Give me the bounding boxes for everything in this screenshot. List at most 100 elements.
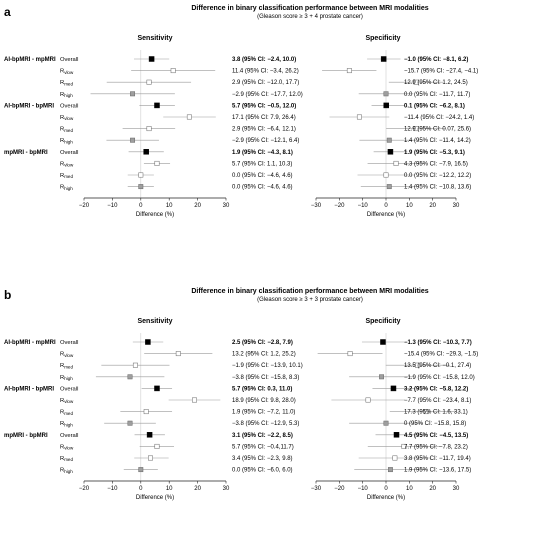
ci-text: 0.0 (95% CI: −4.6, 4.6) xyxy=(232,173,293,179)
ci-text: −15.4 (95% CI: −29.3, −1.5) xyxy=(404,352,478,358)
row-label: Rmed xyxy=(60,363,73,369)
group-label: AI-bpMRI - mpMRI xyxy=(4,340,56,346)
forest-row: 3.4 (95% CI: −2.3, 9.8) Rmed xyxy=(60,455,293,462)
x-tick-label: −20 xyxy=(334,203,345,209)
row-label: Rhigh xyxy=(60,185,73,191)
overall-marker xyxy=(383,102,389,109)
forest-row: 12.9 (95% CI: 0.07, 25.6) xyxy=(386,126,471,133)
panel-subtitle: (Gleason score ≥ 3 + 3 prostate cancer) xyxy=(257,297,363,303)
ci-text: 1.4 (95% CI: −10.8, 13.6) xyxy=(404,185,471,191)
x-tick-label: 0 xyxy=(384,486,388,492)
subgroup-marker xyxy=(392,455,398,461)
x-tick-label: −10 xyxy=(107,486,118,492)
overall-marker xyxy=(148,56,155,62)
forest-row: 4.5 (95% CI: −4.5, 13.5) xyxy=(375,432,468,439)
forest-row: 1.4 (95% CI: −11.4, 14.2) xyxy=(359,137,471,144)
ci-text: 1.9 (95% CI: −13.6, 17.5) xyxy=(404,468,471,474)
x-tick-label: 0 xyxy=(384,203,388,209)
overall-marker xyxy=(387,149,394,155)
specificity-plot: −1.3 (95% CI: −10.3, 7.7) −15.4 (95% CI: … xyxy=(311,333,478,501)
ci-text: 2.9 (95% CI: −12.0, 17.7) xyxy=(232,80,299,86)
specificity-title: Specificity xyxy=(365,318,400,325)
row-label: Overall xyxy=(60,340,78,346)
ci-text: −1.3 (95% CI: −10.3, 7.7) xyxy=(404,340,472,346)
subgroup-marker xyxy=(393,160,399,166)
forest-row: 11.4 (95% CI: −3.4, 26.2) Rvlow xyxy=(60,68,299,75)
forest-row: 18.9 (95% CI: 9.8, 28.0) Rvlow xyxy=(60,397,296,404)
subgroup-marker xyxy=(127,374,133,380)
x-axis-label: Difference (%) xyxy=(367,495,405,501)
panel-a: a Difference in binary classification per… xyxy=(4,5,478,218)
subgroup-marker xyxy=(132,362,138,368)
ci-text: 3.4 (95% CI: −2.3, 9.8) xyxy=(232,456,293,462)
subgroup-marker xyxy=(154,160,160,166)
forest-row: 3.8 (95% CI: −11.7, 19.4) xyxy=(358,455,471,462)
forest-row: 0.0 (95% CI: −4.6, 4.6) Rhigh xyxy=(60,184,293,191)
ci-text: 3.2 (95% CI: −5.8, 12.2) xyxy=(404,386,468,392)
specificity-plot: −1.0 (95% CI: −8.1, 6.2) −15.7 (95% CI: −… xyxy=(311,50,478,218)
row-label: Rhigh xyxy=(60,421,73,427)
forest-row: 1.9 (95% CI: −7.2, 11.0) Rmed xyxy=(60,409,295,416)
panel-title: Difference in binary classification perf… xyxy=(191,5,428,12)
panel-subtitle: (Gleason score ≥ 3 + 4 prostate cancer) xyxy=(257,14,363,20)
forest-row: 0.1 (95% CI: −6.2, 8.1) xyxy=(371,102,465,109)
x-tick-label: 0 xyxy=(139,486,143,492)
x-tick-label: −20 xyxy=(334,486,345,492)
ci-text: −1.0 (95% CI: −8.1, 6.2) xyxy=(404,57,468,63)
ci-text: 4.5 (95% CI: −4.5, 13.5) xyxy=(404,433,468,439)
ci-text: 5.7 (95% CI: −0.4,11.7) xyxy=(232,444,294,450)
forest-row: −1.9 (95% CI: −15.8, 12.0) xyxy=(349,374,475,381)
forest-row: 0.0 (95% CI: −6.0, 6.0) Rhigh xyxy=(60,467,293,474)
forest-row: 13.2 (95% CI: 1.2, 25.2) Rvlow xyxy=(60,351,296,358)
overall-marker xyxy=(143,149,149,155)
specificity-title: Specificity xyxy=(365,35,400,42)
forest-row: −2.9 (95% CI: −17.7, 12.0) Rhigh xyxy=(60,91,303,98)
ci-text: 1.9 (95% CI: −5.3, 9.1) xyxy=(404,150,465,156)
x-tick-label: −10 xyxy=(358,203,369,209)
ci-text: −3.8 (95% CI: −12.9, 5.3) xyxy=(232,421,299,427)
ci-text: −15.7 (95% CI: −27.4, −4.1) xyxy=(404,69,478,75)
forest-row: 3.2 (95% CI: −5.8, 12.2) xyxy=(372,385,468,392)
subgroup-marker xyxy=(175,351,181,357)
ci-text: 12.9 (95% CI: 0.07, 25.6) xyxy=(404,127,471,133)
forest-row: −15.4 (95% CI: −29.3, −1.5) xyxy=(317,351,478,358)
forest-row: 0.0 (95% CI: −12.2, 12.2) xyxy=(357,172,471,179)
x-tick-label: 20 xyxy=(194,486,201,492)
subgroup-marker xyxy=(130,91,136,97)
ci-text: −3.8 (95% CI: −15.8, 8.3) xyxy=(232,375,299,381)
x-axis-label: Difference (%) xyxy=(136,495,174,501)
ci-text: 3.8 (95% CI: −2.4, 10.0) xyxy=(232,57,296,63)
x-tick-label: −10 xyxy=(107,203,118,209)
ci-text: −7.7 (95% CI: −23.4, 8.1) xyxy=(404,398,471,404)
forest-row: −15.7 (95% CI: −27.4, −4.1) xyxy=(322,68,478,75)
overall-marker xyxy=(145,339,151,345)
ci-text: 3.8 (95% CI: −11.7, 19.4) xyxy=(404,456,471,462)
subgroup-marker xyxy=(413,126,419,132)
ci-text: 1.9 (95% CI: −7.2, 11.0) xyxy=(232,410,295,416)
ci-text: 0.0 (95% CI: −11.7, 11.7) xyxy=(404,92,470,98)
x-tick-label: 30 xyxy=(453,203,460,209)
forest-row: −11.4 (95% CI: −24.2, 1.4) xyxy=(329,114,474,121)
ci-text: 0.1 (95% CI: −6.2, 8.1) xyxy=(404,103,465,109)
x-tick-label: 30 xyxy=(453,486,460,492)
row-label: Rmed xyxy=(60,410,73,416)
forest-row: −1.9 (95% CI: −13.9, 10.1) Rmed xyxy=(60,362,303,369)
ci-text: −1.9 (95% CI: −15.8, 12.0) xyxy=(404,375,475,381)
sensitivity-plot: 2.5 (95% CI: −2.8, 7.9) AI-bpMRI - mpMRI O… xyxy=(4,333,303,501)
x-tick-label: 30 xyxy=(223,203,230,209)
subgroup-marker xyxy=(154,443,160,449)
forest-row: 4.3 (95% CI: −7.9, 16.5) xyxy=(367,160,468,167)
x-tick-label: 20 xyxy=(429,486,436,492)
ci-text: 3.1 (95% CI: −2.2, 8.5) xyxy=(232,433,293,439)
row-label: Rhigh xyxy=(60,375,73,381)
subgroup-marker xyxy=(186,114,192,120)
ci-text: 12.9 (95% CI: 1.2, 24.5) xyxy=(404,80,468,86)
overall-marker xyxy=(154,385,160,392)
row-label: Rmed xyxy=(60,127,73,133)
row-label: Rvlow xyxy=(60,444,74,450)
subgroup-marker xyxy=(386,137,392,143)
forest-row: 1.9 (95% CI: −5.3, 9.1) xyxy=(373,149,465,156)
ci-text: −11.4 (95% CI: −24.2, 1.4) xyxy=(404,115,474,121)
row-label: Rvlow xyxy=(60,69,74,75)
ci-text: 5.7 (95% CI: 1.1, 10.3) xyxy=(232,161,292,167)
